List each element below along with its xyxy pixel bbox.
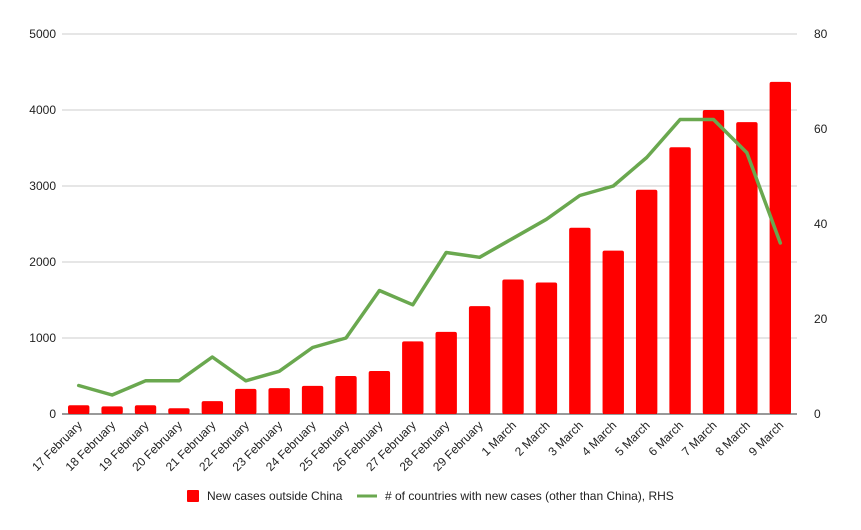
bar (168, 408, 190, 414)
line-series (76, 117, 783, 397)
bar (468, 306, 491, 414)
bar (602, 250, 624, 414)
bar-series (68, 81, 791, 415)
bar (402, 341, 424, 414)
x-axis-tick-label: 1 March (479, 418, 520, 459)
bar (435, 331, 457, 414)
left-axis-tick-label: 5000 (29, 27, 56, 41)
left-y-axis: 0 1000 2000 3000 4000 5000 (29, 27, 56, 421)
bar (134, 405, 157, 414)
x-axis-tick-label: 2 March (512, 418, 553, 459)
right-axis-tick-label: 40 (814, 217, 828, 231)
series-line (76, 117, 783, 397)
left-axis-tick-label: 4000 (29, 103, 56, 117)
bar (368, 371, 391, 414)
x-axis-tick-label: 5 March (612, 418, 653, 459)
bar (635, 189, 658, 414)
bar (769, 81, 791, 414)
right-axis-tick-label: 0 (814, 407, 821, 421)
legend-label-bars: New cases outside China (207, 489, 343, 503)
bar (335, 376, 357, 414)
bar (301, 385, 324, 414)
legend-swatch-bars (187, 490, 199, 502)
bar (101, 406, 123, 414)
right-axis-tick-label: 20 (814, 312, 828, 326)
bar (68, 405, 90, 414)
bar (502, 279, 524, 414)
left-axis-tick-label: 1000 (29, 331, 56, 345)
bar (736, 122, 758, 414)
x-axis-tick-label: 3 March (545, 418, 586, 459)
left-axis-tick-label: 3000 (29, 179, 56, 193)
x-axis-tick-label: 6 March (646, 418, 687, 459)
legend-label-line: # of countries with new cases (other tha… (385, 489, 674, 503)
x-axis-tick-label: 7 March (679, 418, 720, 459)
bar (569, 227, 591, 414)
right-axis-tick-label: 80 (814, 27, 828, 41)
right-y-axis: 0 20 40 60 80 (814, 27, 828, 421)
bar (702, 110, 725, 414)
x-axis-tick-label: 8 March (712, 418, 753, 459)
bar (201, 401, 224, 414)
x-axis-tick-label: 9 March (746, 418, 787, 459)
x-axis-tick-label: 4 March (579, 418, 620, 459)
left-axis-tick-label: 0 (49, 407, 56, 421)
bar (669, 147, 691, 415)
bar (268, 388, 290, 414)
left-axis-tick-label: 2000 (29, 255, 56, 269)
right-axis-tick-label: 60 (814, 122, 828, 136)
bar (535, 282, 558, 414)
legend: New cases outside China # of countries w… (187, 489, 674, 503)
bar (235, 388, 257, 414)
